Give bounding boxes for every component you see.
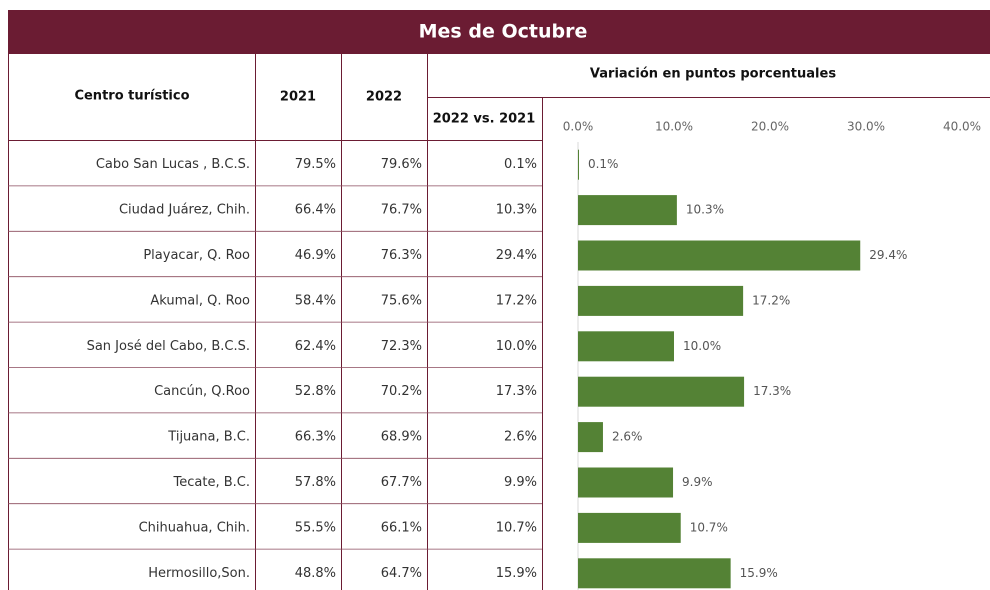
bar	[578, 558, 731, 589]
cell: 46.9%	[295, 248, 336, 263]
cell: 76.7%	[381, 203, 422, 218]
cell: 55.5%	[295, 520, 336, 535]
cell: 58.4%	[295, 293, 336, 308]
x-tick-label: 20.0%	[751, 120, 789, 134]
cell: 57.8%	[295, 475, 336, 490]
row-label: Cabo San Lucas , B.C.S.	[96, 157, 250, 172]
row-label: Playacar, Q. Roo	[143, 248, 250, 263]
title-bar	[8, 10, 990, 54]
value-label: 10.0%	[683, 339, 721, 353]
cell: 17.2%	[496, 293, 537, 308]
value-label: 10.3%	[686, 203, 724, 217]
cell: 79.6%	[381, 157, 422, 172]
row-label: Cancún, Q.Roo	[154, 384, 250, 399]
cell: 29.4%	[496, 248, 537, 263]
cell: 79.5%	[295, 157, 336, 172]
cell: 72.3%	[381, 339, 422, 354]
cell: 10.0%	[496, 339, 537, 354]
value-label: 17.3%	[753, 384, 791, 398]
header: 2022 vs. 2021	[433, 112, 536, 127]
value-label: 9.9%	[682, 475, 713, 489]
bar	[578, 240, 861, 271]
cell: 64.7%	[381, 566, 422, 581]
title: Mes de Octubre	[419, 21, 588, 43]
row-label: Hermosillo,Son.	[148, 566, 250, 581]
header: Centro turístico	[74, 89, 189, 104]
cell: 17.3%	[496, 384, 537, 399]
header: 2021	[280, 90, 316, 105]
cell: 67.7%	[381, 475, 422, 490]
header: Variación en puntos porcentuales	[590, 67, 836, 82]
cell: 66.3%	[295, 430, 336, 445]
cell: 76.3%	[381, 248, 422, 263]
cell: 52.8%	[295, 384, 336, 399]
bar	[578, 285, 744, 316]
cell: 48.8%	[295, 566, 336, 581]
cell: 15.9%	[496, 566, 537, 581]
row-label: Chihuahua, Chih.	[139, 520, 250, 535]
x-tick-label: 30.0%	[847, 120, 885, 134]
x-tick-label: 40.0%	[943, 120, 981, 134]
x-tick-label: 0.0%	[563, 120, 594, 134]
row-label: Tecate, B.C.	[173, 475, 250, 490]
bar	[578, 467, 674, 498]
cell: 0.1%	[504, 157, 537, 172]
cell: 9.9%	[504, 475, 537, 490]
x-tick-label: 10.0%	[655, 120, 693, 134]
row-label: Ciudad Juárez, Chih.	[119, 203, 250, 218]
header: 2022	[366, 90, 402, 105]
bar	[578, 331, 674, 362]
cell: 66.1%	[381, 520, 422, 535]
value-label: 29.4%	[869, 248, 907, 262]
row-label: Akumal, Q. Roo	[150, 293, 250, 308]
bar	[578, 512, 681, 543]
cell: 70.2%	[381, 384, 422, 399]
cell: 10.3%	[496, 203, 537, 218]
value-label: 10.7%	[690, 520, 728, 534]
row-label: Tijuana, B.C.	[167, 430, 250, 445]
cell: 75.6%	[381, 293, 422, 308]
row-label: San José del Cabo, B.C.S.	[87, 339, 250, 354]
bar	[578, 376, 745, 407]
bar	[578, 149, 579, 180]
value-label: 0.1%	[588, 157, 619, 171]
value-label: 15.9%	[740, 566, 778, 580]
cell: 62.4%	[295, 339, 336, 354]
bar	[578, 422, 603, 453]
cell: 66.4%	[295, 203, 336, 218]
cell: 2.6%	[504, 430, 537, 445]
cell: 10.7%	[496, 520, 537, 535]
value-label: 2.6%	[612, 430, 643, 444]
cell: 68.9%	[381, 430, 422, 445]
value-label: 17.2%	[752, 293, 790, 307]
bar	[578, 195, 677, 226]
